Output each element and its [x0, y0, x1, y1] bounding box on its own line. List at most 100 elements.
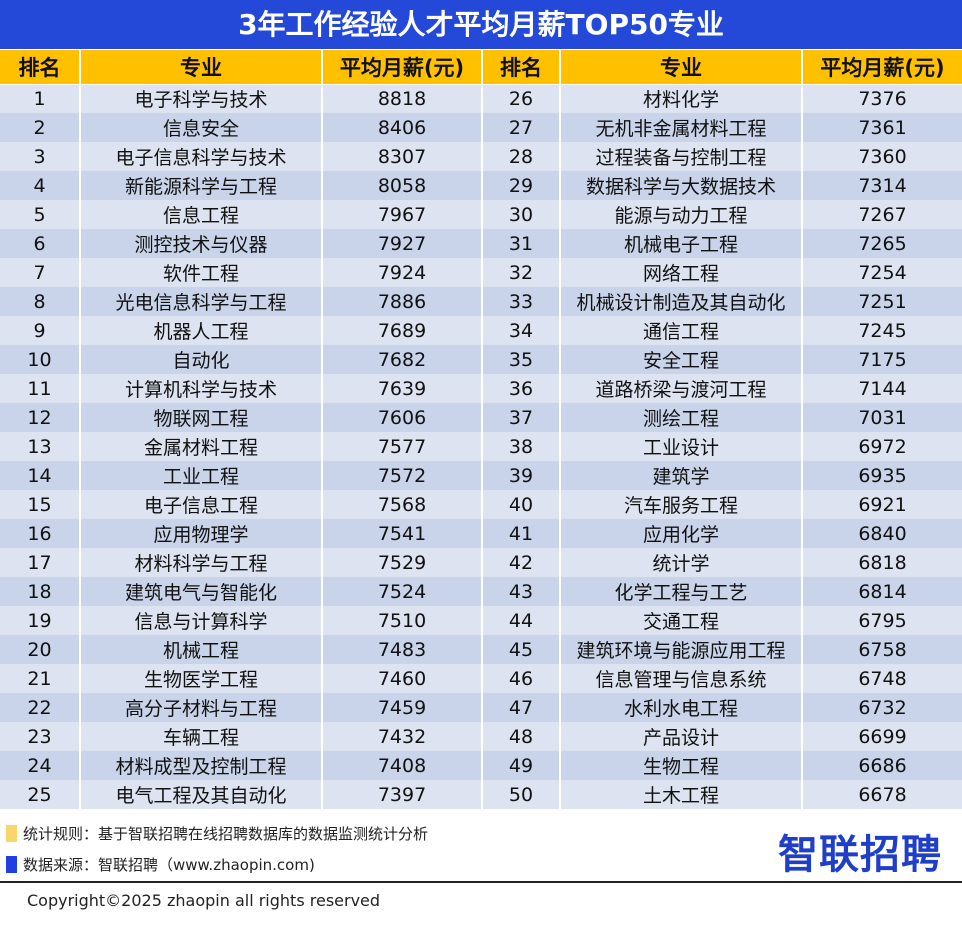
- table-row: 3 电子信息科学与技术 8307 28 过程装备与控制工程 7360: [0, 142, 962, 171]
- cell-rank: 5: [0, 200, 81, 229]
- cell-rank: 32: [482, 258, 561, 287]
- header-rank: 排名: [482, 50, 561, 85]
- header-rank: 排名: [0, 50, 81, 85]
- cell-salary: 7144: [802, 374, 962, 403]
- header-salary: 平均月薪(元): [802, 50, 962, 85]
- cell-major: 信息与计算科学: [80, 606, 323, 635]
- cell-salary: 7886: [322, 287, 483, 316]
- cell-salary: 7245: [802, 316, 962, 345]
- cell-major: 机械设计制造及其自动化: [560, 287, 803, 316]
- cell-salary: 7459: [322, 693, 483, 722]
- cell-salary: 7483: [322, 635, 483, 664]
- copyright: Copyright©2025 zhaopin all rights reserv…: [27, 891, 381, 910]
- cell-salary: 7251: [802, 287, 962, 316]
- cell-major: 测控技术与仪器: [80, 229, 323, 258]
- cell-rank: 8: [0, 287, 81, 316]
- cell-rank: 36: [482, 374, 561, 403]
- cell-rank: 34: [482, 316, 561, 345]
- cell-salary: 6921: [802, 490, 962, 519]
- cell-salary: 7254: [802, 258, 962, 287]
- cell-rank: 11: [0, 374, 81, 403]
- cell-major: 电子信息科学与技术: [80, 142, 323, 171]
- cell-rank: 50: [482, 780, 561, 809]
- cell-major: 材料化学: [560, 84, 803, 113]
- cell-salary: 7031: [802, 403, 962, 432]
- cell-rank: 27: [482, 113, 561, 142]
- cell-major: 工业工程: [80, 461, 323, 490]
- table-row: 7 软件工程 7924 32 网络工程 7254: [0, 258, 962, 287]
- table-row: 2 信息安全 8406 27 无机非金属材料工程 7361: [0, 113, 962, 142]
- cell-salary: 6678: [802, 780, 962, 809]
- legend-rule: 统计规则：基于智联招聘在线招聘数据库的数据监测统计分析: [6, 823, 428, 844]
- cell-major: 机械工程: [80, 635, 323, 664]
- cell-rank: 16: [0, 519, 81, 548]
- table-row: 14 工业工程 7572 39 建筑学 6935: [0, 461, 962, 490]
- cell-salary: 7967: [322, 200, 483, 229]
- cell-major: 软件工程: [80, 258, 323, 287]
- cell-rank: 21: [0, 664, 81, 693]
- cell-salary: 7314: [802, 171, 962, 200]
- blue-swatch-icon: [6, 856, 17, 873]
- cell-rank: 39: [482, 461, 561, 490]
- table-row: 20 机械工程 7483 45 建筑环境与能源应用工程 6758: [0, 635, 962, 664]
- cell-salary: 7927: [322, 229, 483, 258]
- cell-rank: 40: [482, 490, 561, 519]
- cell-rank: 35: [482, 345, 561, 374]
- cell-salary: 6795: [802, 606, 962, 635]
- cell-salary: 6699: [802, 722, 962, 751]
- cell-salary: 7572: [322, 461, 483, 490]
- cell-salary: 6935: [802, 461, 962, 490]
- cell-rank: 12: [0, 403, 81, 432]
- cell-major: 网络工程: [560, 258, 803, 287]
- cell-salary: 7267: [802, 200, 962, 229]
- cell-salary: 7265: [802, 229, 962, 258]
- cell-major: 高分子材料与工程: [80, 693, 323, 722]
- cell-rank: 43: [482, 577, 561, 606]
- cell-major: 材料科学与工程: [80, 548, 323, 577]
- cell-salary: 7924: [322, 258, 483, 287]
- cell-rank: 33: [482, 287, 561, 316]
- cell-salary: 8058: [322, 171, 483, 200]
- divider: [0, 881, 962, 883]
- legend-source: 数据来源：智联招聘（www.zhaopin.com): [6, 854, 315, 875]
- cell-major: 生物医学工程: [80, 664, 323, 693]
- cell-salary: 6814: [802, 577, 962, 606]
- cell-rank: 3: [0, 142, 81, 171]
- cell-major: 信息管理与信息系统: [560, 664, 803, 693]
- table-row: 13 金属材料工程 7577 38 工业设计 6972: [0, 432, 962, 461]
- header-major: 专业: [80, 50, 323, 85]
- cell-major: 化学工程与工艺: [560, 577, 803, 606]
- table-row: 17 材料科学与工程 7529 42 统计学 6818: [0, 548, 962, 577]
- cell-major: 材料成型及控制工程: [80, 751, 323, 780]
- cell-major: 电子信息工程: [80, 490, 323, 519]
- cell-major: 过程装备与控制工程: [560, 142, 803, 171]
- cell-rank: 46: [482, 664, 561, 693]
- header-major: 专业: [560, 50, 803, 85]
- cell-rank: 25: [0, 780, 81, 809]
- cell-rank: 41: [482, 519, 561, 548]
- table-row: 16 应用物理学 7541 41 应用化学 6840: [0, 519, 962, 548]
- cell-major: 光电信息科学与工程: [80, 287, 323, 316]
- table-header: 排名 专业 平均月薪(元) 排名 专业 平均月薪(元): [0, 50, 962, 85]
- cell-major: 金属材料工程: [80, 432, 323, 461]
- cell-rank: 26: [482, 84, 561, 113]
- cell-major: 土木工程: [560, 780, 803, 809]
- cell-salary: 7510: [322, 606, 483, 635]
- cell-salary: 7397: [322, 780, 483, 809]
- table-row: 10 自动化 7682 35 安全工程 7175: [0, 345, 962, 374]
- cell-major: 产品设计: [560, 722, 803, 751]
- cell-rank: 31: [482, 229, 561, 258]
- table-row: 11 计算机科学与技术 7639 36 道路桥梁与渡河工程 7144: [0, 374, 962, 403]
- cell-rank: 14: [0, 461, 81, 490]
- cell-salary: 6818: [802, 548, 962, 577]
- cell-rank: 4: [0, 171, 81, 200]
- cell-major: 应用物理学: [80, 519, 323, 548]
- cell-rank: 9: [0, 316, 81, 345]
- table-row: 18 建筑电气与智能化 7524 43 化学工程与工艺 6814: [0, 577, 962, 606]
- cell-rank: 48: [482, 722, 561, 751]
- cell-rank: 29: [482, 171, 561, 200]
- cell-major: 安全工程: [560, 345, 803, 374]
- yellow-swatch-icon: [6, 825, 17, 842]
- cell-major: 数据科学与大数据技术: [560, 171, 803, 200]
- table-row: 22 高分子材料与工程 7459 47 水利水电工程 6732: [0, 693, 962, 722]
